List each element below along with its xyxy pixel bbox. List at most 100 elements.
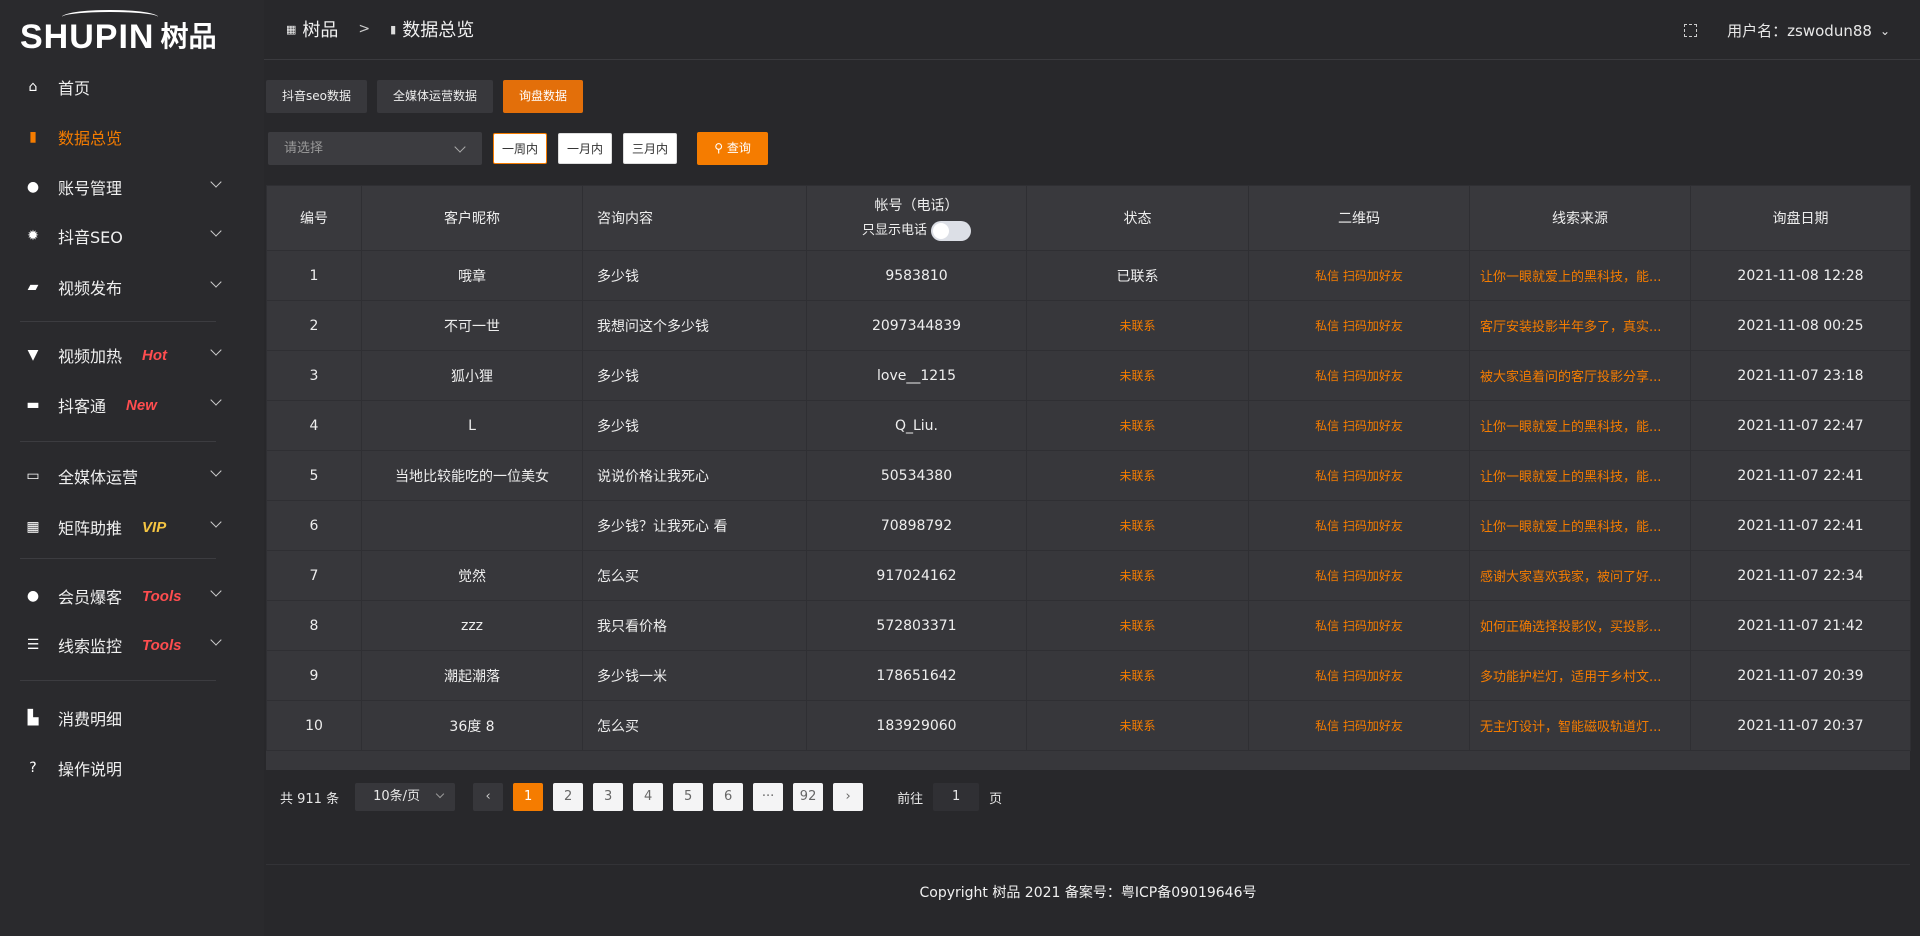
qr-add-friend-link[interactable]: 私信 扫码加好友 [1248, 400, 1470, 451]
source-select[interactable]: 请选择 [268, 132, 482, 165]
qr-add-friend-link[interactable]: 私信 扫码加好友 [1248, 550, 1470, 601]
tab-inquiry[interactable]: 询盘数据 [503, 80, 584, 113]
cell-nickname: 36度 8 [361, 700, 583, 751]
page-button[interactable]: 3 [593, 783, 624, 811]
cell-nickname [361, 500, 583, 551]
range-week-button[interactable]: 一周内 [493, 133, 548, 164]
source-link[interactable]: 让你一眼就爱上的黑科技，能... [1469, 250, 1691, 301]
qr-add-friend-link[interactable]: 私信 扫码加好友 [1248, 500, 1470, 551]
bar-chart-icon: ▮ [29, 129, 37, 145]
cell-date: 2021-11-08 12:28 [1690, 250, 1911, 301]
user-menu[interactable]: 用户名：zswodun88 ⌄ [1684, 20, 1890, 41]
cell-nickname: 哦章 [361, 250, 583, 301]
total-count: 共 911 条 [280, 791, 340, 807]
logo[interactable]: SHUPIN 树品 [20, 10, 216, 54]
range-3month-button[interactable]: 三月内 [623, 133, 678, 164]
sidebar-item-label: 线索监控 [58, 637, 123, 656]
page-button[interactable]: 5 [673, 783, 704, 811]
sidebar-item-label: 抖音SEO [58, 228, 123, 247]
sidebar-badge: VIP [142, 518, 167, 536]
qr-add-friend-link[interactable]: 私信 扫码加好友 [1248, 350, 1470, 401]
cell-status: 未联系 [1026, 550, 1249, 601]
table-row: 1 哦章 多少钱 9583810 已联系 私信 扫码加好友 让你一眼就爱上的黑科… [266, 250, 1911, 301]
sidebar-item[interactable]: ▮ 数据总览 [0, 117, 264, 157]
sidebar-item[interactable]: ▙ 消费明细 [0, 698, 264, 738]
goto-page-input[interactable]: 1 [933, 783, 980, 811]
cell-id: 10 [266, 700, 362, 751]
sidebar-item-label: 视频发布 [58, 279, 123, 298]
sidebar-item[interactable]: ▭ 全媒体运营 [0, 456, 264, 496]
page-button[interactable]: 92 [793, 783, 824, 811]
qr-add-friend-link[interactable]: 私信 扫码加好友 [1248, 600, 1470, 651]
cell-nickname: 狐小狸 [361, 350, 583, 401]
member-icon: ● [26, 588, 40, 604]
cell-nickname: 觉然 [361, 550, 583, 601]
page-button[interactable]: 4 [633, 783, 664, 811]
chevron-down-icon [210, 225, 222, 237]
sidebar-badge: Hot [142, 346, 168, 364]
table-row: 4 L 多少钱 Q_Liu. 未联系 私信 扫码加好友 让你一眼就爱上的黑科技，… [266, 400, 1911, 451]
sidebar-item[interactable]: ✹ 抖音SEO [0, 216, 264, 256]
page-button[interactable]: 2 [553, 783, 584, 811]
range-month-button[interactable]: 一月内 [558, 133, 613, 164]
qr-add-friend-link[interactable]: 私信 扫码加好友 [1248, 300, 1470, 351]
source-link[interactable]: 客厅安装投影半年多了，真实... [1469, 300, 1691, 351]
qr-add-friend-link[interactable]: 私信 扫码加好友 [1248, 700, 1470, 751]
goto-label: 前往 [897, 791, 924, 807]
tab-douyin-seo[interactable]: 抖音seo数据 [266, 80, 367, 113]
page-size-select[interactable]: 10条/页 [355, 783, 456, 811]
header-source: 线索来源 [1469, 185, 1691, 251]
chevron-down-icon [435, 789, 445, 799]
cell-content: 怎么买 [582, 550, 807, 601]
sidebar-item-label: 首页 [58, 79, 91, 98]
source-link[interactable]: 让你一眼就爱上的黑科技，能... [1469, 450, 1691, 501]
prev-page-button[interactable]: ‹ [473, 783, 504, 811]
page-button[interactable]: 6 [713, 783, 744, 811]
sidebar-item[interactable]: ● 账号管理 [0, 167, 264, 207]
tab-all-media[interactable]: 全媒体运营数据 [376, 80, 493, 113]
source-link[interactable]: 让你一眼就爱上的黑科技，能... [1469, 500, 1691, 551]
query-button[interactable]: ⚲ 查询 [697, 132, 769, 165]
sidebar-item[interactable]: ▦ 矩阵助推 VIP [0, 507, 264, 547]
page-button[interactable]: 1 [513, 783, 544, 811]
username[interactable]: 用户名：zswodun88 [1727, 22, 1872, 40]
logo-arc [62, 10, 158, 24]
sidebar-item[interactable]: ▼ 视频加热 Hot [0, 335, 264, 375]
data-tabs: 抖音seo数据 全媒体运营数据 询盘数据 [266, 80, 584, 113]
source-link[interactable]: 如何正确选择投影仪，买投影... [1469, 600, 1691, 651]
source-link[interactable]: 多功能护栏灯，适用于乡村文... [1469, 650, 1691, 701]
breadcrumb-home[interactable]: 树品 [302, 20, 339, 41]
sidebar-item[interactable]: ☰ 线索监控 Tools [0, 625, 264, 665]
sidebar-item-label: 数据总览 [58, 129, 123, 148]
next-page-button[interactable]: › [833, 783, 864, 811]
fullscreen-icon[interactable] [1684, 24, 1698, 37]
sidebar-item[interactable]: ▰ 视频发布 [0, 267, 264, 307]
cell-status: 未联系 [1026, 300, 1249, 351]
source-link[interactable]: 感谢大家喜欢我家，被问了好... [1469, 550, 1691, 601]
qr-add-friend-link[interactable]: 私信 扫码加好友 [1248, 650, 1470, 701]
sidebar-item[interactable]: ▬ 抖客通 New [0, 385, 264, 425]
brush-icon: ▼ [27, 347, 39, 363]
source-link[interactable]: 被大家追着问的客厅投影分享... [1469, 350, 1691, 401]
breadcrumb: ▦ 树品 > ▮ 数据总览 [286, 16, 474, 42]
cell-id: 6 [266, 500, 362, 551]
chevron-down-icon [210, 344, 222, 356]
table-row: 9 潮起潮落 多少钱一米 178651642 未联系 私信 扫码加好友 多功能护… [266, 650, 1911, 701]
sidebar-item-label: 视频加热 [58, 347, 123, 366]
cell-account: love__1215 [806, 350, 1027, 401]
table-row: 8 zzz 我只看价格 572803371 未联系 私信 扫码加好友 如何正确选… [266, 600, 1911, 651]
source-link[interactable]: 无主灯设计，智能磁吸轨道灯... [1469, 700, 1691, 751]
sidebar-item[interactable]: ? 操作说明 [0, 748, 264, 788]
source-link[interactable]: 让你一眼就爱上的黑科技，能... [1469, 400, 1691, 451]
sidebar-item[interactable]: ● 会员爆客 Tools [0, 576, 264, 616]
qr-add-friend-link[interactable]: 私信 扫码加好友 [1248, 250, 1470, 301]
phone-only-toggle[interactable] [931, 220, 971, 241]
header-nickname: 客户昵称 [361, 185, 583, 251]
sidebar-item-label: 矩阵助推 [58, 519, 123, 538]
cell-nickname: zzz [361, 600, 583, 651]
qr-add-friend-link[interactable]: 私信 扫码加好友 [1248, 450, 1470, 501]
cell-status: 未联系 [1026, 400, 1249, 451]
page-button[interactable]: ··· [753, 783, 784, 811]
chat-icon: ▬ [26, 397, 40, 413]
sidebar-item[interactable]: ⌂ 首页 [0, 67, 264, 107]
